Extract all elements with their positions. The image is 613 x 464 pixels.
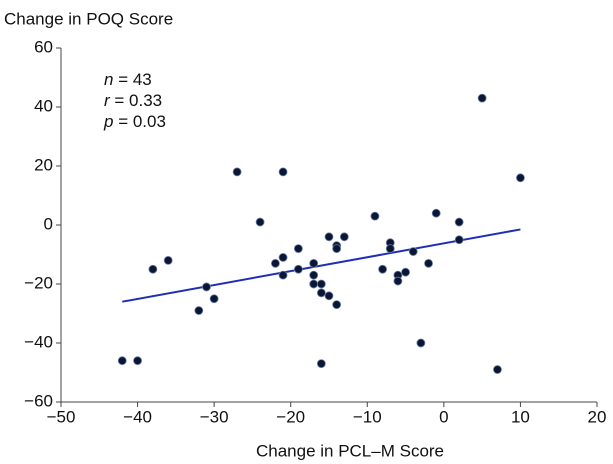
annotation-symbol: p [103,112,113,131]
y-tick-label: 20 [34,155,53,174]
y-tick-label: 60 [34,37,53,56]
point [339,232,349,242]
x-tick-label: 20 [588,407,607,426]
point [117,356,127,366]
x-tick-label: 10 [511,407,530,426]
y-tick-label: −20 [24,273,53,292]
point [431,208,441,218]
y-tick-label: −40 [24,332,53,351]
annotation: r = 0.33 [104,91,162,110]
x-axis-label: Change in PCL–M Score [256,441,444,460]
annotation-symbol: r [104,91,111,110]
point [278,167,288,177]
point [378,264,388,274]
point [332,300,342,310]
y-axis-label: Change in POQ Score [4,9,173,28]
y-tick-label: 40 [34,96,53,115]
point [424,258,433,268]
x-tick-label: −20 [276,407,305,426]
point [316,288,326,298]
point [293,244,303,254]
point [477,93,487,103]
point [278,270,288,280]
point [370,211,380,221]
point [232,167,242,177]
point [293,264,303,274]
point [278,253,288,262]
point [270,258,280,268]
point [309,258,319,268]
annotation-text: = 0.33 [110,91,162,110]
annotation: n = 43 [104,70,152,89]
point [148,264,158,274]
point [516,173,525,183]
annotation-text: = 43 [113,70,151,89]
x-tick-label: −10 [353,407,382,426]
trend-line [122,228,521,303]
y-tick-label: −60 [24,391,53,410]
point [194,306,204,315]
x-tick-label: −40 [123,407,152,426]
point [316,279,326,289]
point [309,279,319,289]
annotation-symbol: n [104,70,113,89]
point [493,365,502,374]
point [454,235,464,245]
annotation: p = 0.03 [103,112,166,131]
point [324,291,334,301]
point [309,270,319,280]
point [163,255,173,265]
point [316,359,326,369]
point [209,294,219,304]
x-tick-label: 0 [439,407,448,426]
annotation-text: = 0.03 [113,112,165,131]
point [408,247,418,256]
point [255,217,265,227]
point [133,356,142,366]
point [393,276,403,286]
point [332,244,342,254]
x-tick-label: −50 [47,407,76,426]
point [385,244,395,254]
point [416,338,426,348]
x-tick-label: −30 [200,407,229,426]
point [202,282,211,292]
point [324,232,334,242]
point [454,217,464,227]
point [401,267,410,277]
y-tick-label: 0 [44,214,53,233]
